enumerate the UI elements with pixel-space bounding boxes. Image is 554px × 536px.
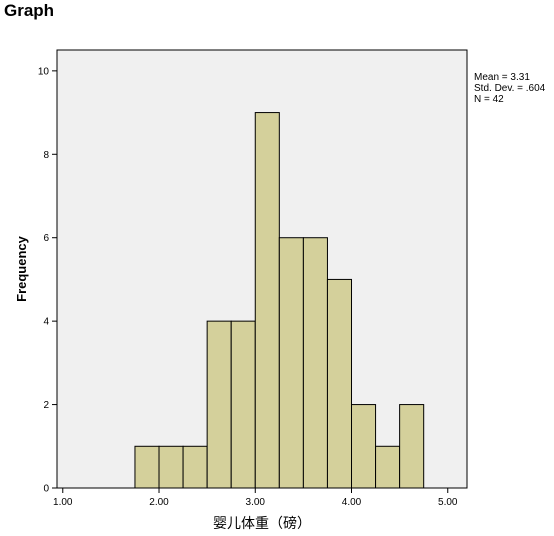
- histogram-bar-5: [230, 320, 256, 489]
- histogram-bar-11: [375, 445, 401, 489]
- histogram-bar-9: [326, 278, 353, 489]
- histogram-bar-8: [302, 237, 328, 489]
- stats-line: N = 42: [474, 94, 504, 105]
- histogram-bar-2: [158, 445, 184, 489]
- x-axis-label: 婴儿体重（磅）: [213, 515, 311, 532]
- x-tick-label: 3.00: [246, 497, 266, 508]
- histogram-bar-3: [182, 445, 208, 489]
- stats-line: Mean = 3.31: [474, 72, 530, 83]
- histogram-bar-1: [134, 445, 160, 489]
- page-heading: Graph: [4, 1, 55, 20]
- bars-layer: [134, 112, 425, 489]
- y-axis: 0 2 4 6 8 10: [38, 66, 57, 495]
- y-tick-label: 2: [43, 400, 49, 411]
- x-tick-label: 1.00: [53, 497, 73, 508]
- x-tick-label: 5.00: [438, 497, 458, 508]
- x-tick-label: 4.00: [342, 497, 362, 508]
- histogram-bar-10: [351, 404, 377, 489]
- histogram-bar-12: [399, 404, 425, 489]
- x-axis: 1.00 2.00 3.00 4.00 5.00: [53, 488, 458, 508]
- y-tick-label: 6: [43, 233, 49, 244]
- histogram-bar-6: [254, 112, 280, 489]
- histogram-bar-4: [206, 320, 232, 489]
- stats-line: Std. Dev. = .604: [474, 83, 546, 94]
- y-tick-label: 8: [43, 150, 49, 161]
- x-tick-label: 2.00: [149, 497, 169, 508]
- y-tick-label: 10: [38, 66, 50, 77]
- histogram-bar-7: [278, 237, 304, 489]
- y-tick-label: 4: [43, 317, 49, 328]
- y-axis-label: Frequency: [14, 235, 29, 302]
- y-tick-label: 0: [43, 484, 49, 495]
